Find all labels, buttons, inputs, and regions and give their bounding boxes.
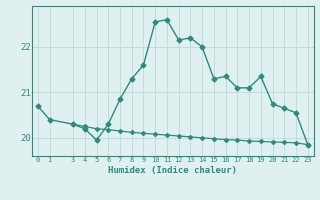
X-axis label: Humidex (Indice chaleur): Humidex (Indice chaleur) [108, 166, 237, 175]
